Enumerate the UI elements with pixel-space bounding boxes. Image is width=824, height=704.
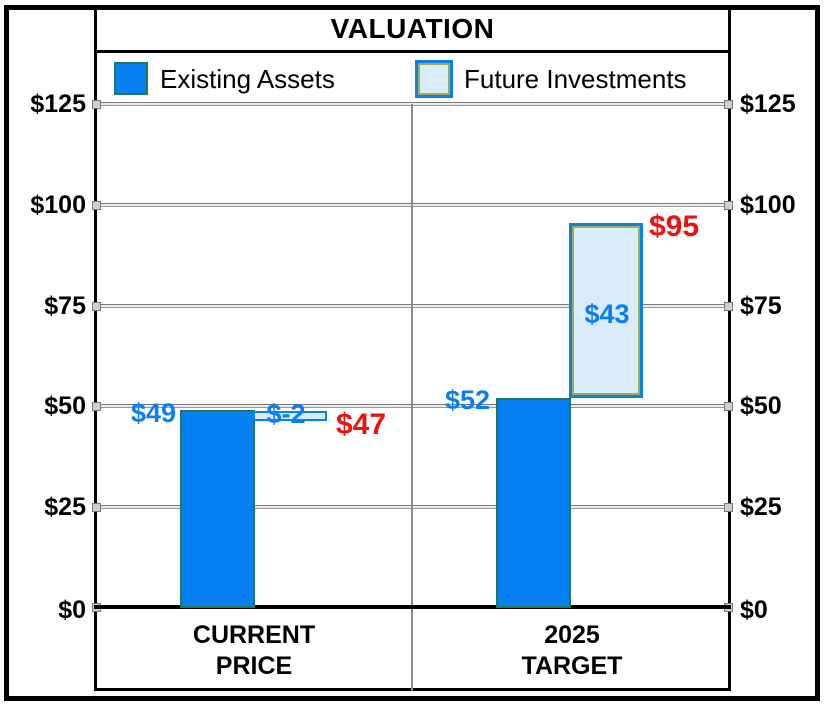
y-tick-right-125: $125 <box>740 90 796 118</box>
category-label-line: PRICE <box>215 652 293 680</box>
tick-mark <box>92 402 101 411</box>
y-tick-left-0: $0 <box>58 596 86 624</box>
tick-mark <box>724 201 733 210</box>
value-label-current-future: $-2 <box>266 399 306 429</box>
tick-mark <box>92 201 101 210</box>
title-divider-line <box>94 50 731 53</box>
value-label-target-existing: $52 <box>444 385 490 415</box>
tick-mark <box>724 100 733 109</box>
bar-current-price-future-investments <box>253 411 327 421</box>
y-tick-left-25: $25 <box>44 493 86 521</box>
value-label-target-total: $95 <box>648 210 700 243</box>
y-tick-right-100: $100 <box>740 191 796 219</box>
value-label-current-existing: $49 <box>130 398 176 428</box>
category-divider-line <box>411 104 413 691</box>
x-axis-line <box>94 605 731 609</box>
value-label-current-total: $47 <box>335 408 387 441</box>
y-tick-right-50: $50 <box>740 392 782 420</box>
value-label-target-future: $43 <box>584 299 630 329</box>
category-label-line: CURRENT <box>192 621 316 649</box>
legend-label-existing-assets: Existing Assets <box>160 64 335 94</box>
category-label-line: TARGET <box>521 652 623 680</box>
y-tick-right-0: $0 <box>740 596 768 624</box>
y-tick-left-75: $75 <box>44 292 86 320</box>
y-tick-left-50: $50 <box>44 392 86 420</box>
bar-2025-target-existing-assets <box>496 398 571 608</box>
y-tick-left-100: $100 <box>30 191 86 219</box>
y-tick-left-125: $125 <box>30 90 86 118</box>
tick-mark <box>724 302 733 311</box>
tick-mark <box>92 100 101 109</box>
legend-swatch-existing-assets <box>114 62 148 95</box>
bar-current-price-existing-assets <box>180 410 255 608</box>
category-label-current-price: CURRENT PRICE <box>97 620 411 682</box>
legend-swatch-future-investments <box>415 60 453 98</box>
tick-mark <box>92 302 101 311</box>
category-label-2025-target: 2025 TARGET <box>413 620 731 682</box>
chart-title: VALUATION <box>330 13 495 44</box>
tick-mark <box>92 503 101 512</box>
bar-2025-target-future-investments <box>569 223 643 398</box>
y-tick-right-75: $75 <box>740 292 782 320</box>
legend-label-future-investments: Future Investments <box>464 64 687 94</box>
tick-mark <box>724 503 733 512</box>
category-label-line: 2025 <box>544 621 600 649</box>
y-tick-right-25: $25 <box>740 493 782 521</box>
tick-mark <box>724 402 733 411</box>
